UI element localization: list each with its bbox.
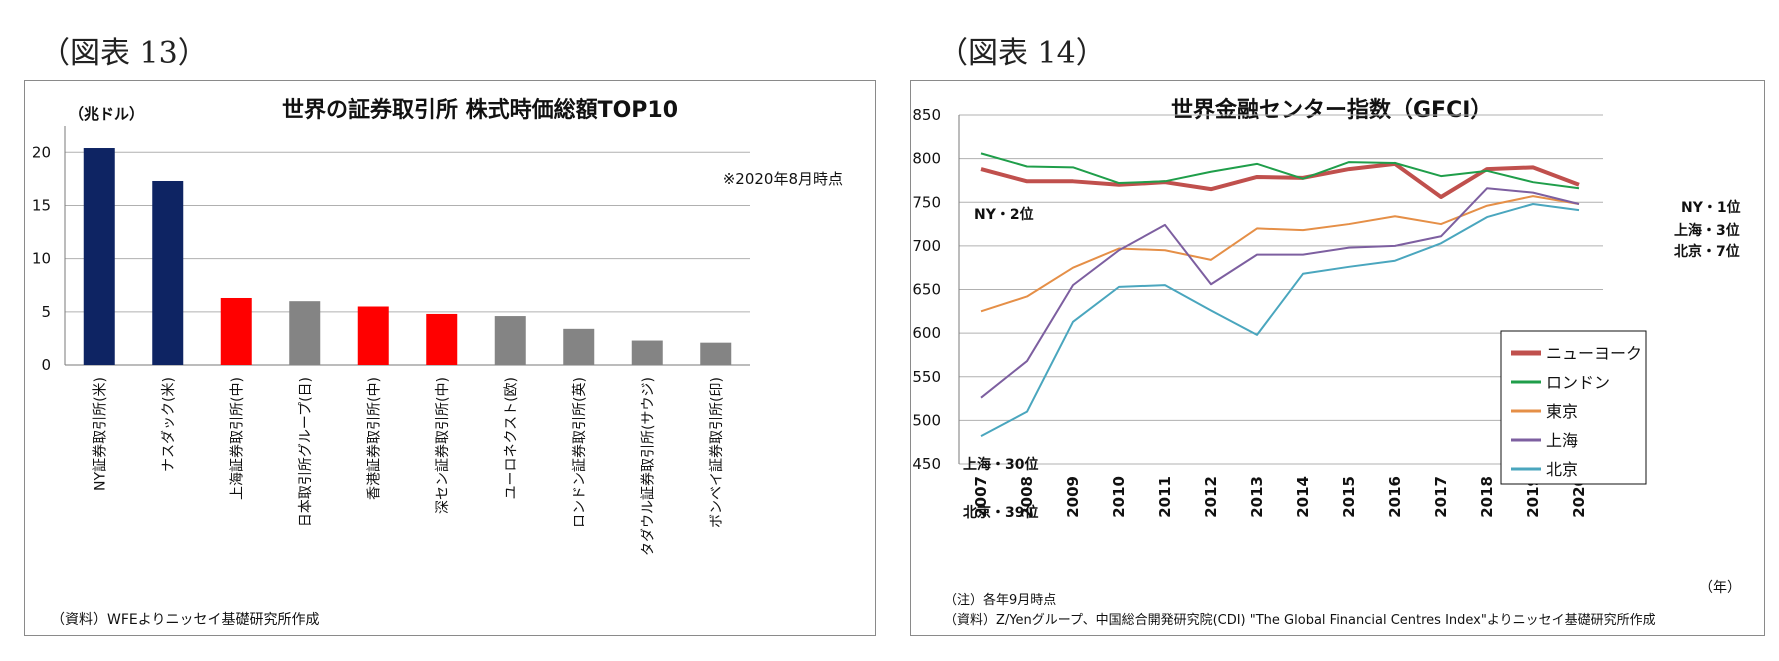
x-tick-label: ボンベイ証券取引所(印)	[709, 377, 725, 528]
x-tick-label: 2008	[1018, 476, 1036, 518]
x-tick-label: 香港証券取引所(中)	[366, 377, 382, 500]
x-tick-label: ロンドン証券取引所(英)	[571, 377, 588, 528]
legend-label: 北京	[1546, 460, 1578, 479]
y-tick-label: 450	[912, 455, 941, 473]
y-tick-label: 5	[41, 303, 51, 321]
x-tick-label: 2009	[1064, 476, 1082, 518]
bar	[700, 342, 732, 365]
y-tick-label: 550	[912, 368, 941, 386]
x-tick-label: 日本取引所グループ(日)	[298, 377, 314, 527]
gfci-x-axis: 2007 2008 2009 2010 2011 2012 2013 2014 2015 2016…	[972, 476, 1588, 518]
series-line	[980, 152, 1580, 190]
bar	[426, 313, 458, 365]
x-tick-label: 2015	[1340, 476, 1358, 518]
bar	[289, 301, 321, 365]
bar	[563, 328, 595, 365]
y-tick-label: 650	[912, 281, 941, 299]
bar	[83, 148, 115, 365]
annotation-shanghai-end: 上海・3位	[1674, 222, 1740, 239]
gfci-legend-box	[1500, 330, 1647, 485]
y-tick-label: 0	[41, 356, 51, 374]
bar	[357, 306, 389, 365]
x-tick-label: 上海証券取引所(中)	[229, 377, 245, 500]
gfci-series-lines	[980, 152, 1580, 437]
bar	[152, 180, 184, 365]
y-tick-label: 850	[912, 106, 941, 124]
gfci-x-unit: （年）	[1699, 580, 1741, 596]
gfci-chart-title: 世界金融センター指数（GFCI）	[1171, 97, 1492, 123]
legend-label: 上海	[1546, 431, 1578, 450]
x-tick-label: 2014	[1294, 476, 1312, 518]
legend-label: ロンドン	[1546, 373, 1610, 392]
x-tick-label: 2007	[972, 476, 990, 518]
x-tick-label: 深セン証券取引所(中)	[435, 377, 451, 514]
y-tick-label: 800	[912, 150, 941, 168]
market-cap-y-axis: 0 5 10 15 20	[32, 126, 66, 374]
annotation-beijing-start: 北京・39位	[963, 504, 1038, 521]
y-tick-label: 700	[912, 237, 941, 255]
x-tick-label: 2017	[1432, 476, 1450, 518]
series-line	[980, 195, 1580, 313]
gfci-y-axis: 450 500 550 600 650 700 750 800 850	[912, 106, 960, 473]
bar	[631, 340, 663, 365]
gfci-source: （資料）Z/Yenグループ、中国総合開発研究院(CDI) "The Global…	[944, 613, 1656, 628]
y-tick-label: 500	[912, 411, 941, 429]
market-cap-x-axis: NY証券取引所(米) ナスダック(米) 上海証券取引所(中) 日本取引所グループ(日)…	[92, 377, 725, 556]
gfci-note: （注）各年9月時点	[944, 592, 1056, 608]
y-tick-label: 10	[32, 250, 51, 268]
x-tick-label: 2016	[1386, 476, 1404, 518]
x-tick-label: 2010	[1110, 476, 1128, 518]
annotation-ny-start: NY・2位	[974, 206, 1034, 223]
gfci-chart: 世界金融センター指数（GFCI） 450 500 550 600 650 700 750 80…	[912, 97, 1741, 628]
gfci-gridlines	[959, 114, 1603, 465]
figure-14-label: （図表 14）	[938, 36, 1106, 71]
x-tick-label: 2020	[1570, 476, 1588, 518]
annotation-shanghai-start: 上海・30位	[963, 456, 1038, 473]
x-tick-label: 2011	[1156, 476, 1174, 518]
market-cap-bars	[83, 148, 732, 365]
market-cap-source: （資料）WFEよりニッセイ基礎研究所作成	[51, 611, 319, 628]
x-tick-label: ユーロネクスト(欧)	[503, 377, 519, 500]
x-tick-label: NY証券取引所(米)	[92, 377, 108, 491]
gfci-chart-panel: 世界金融センター指数（GFCI） 450 500 550 600 650 700 750 80…	[910, 80, 1765, 636]
x-tick-label: 2013	[1248, 476, 1266, 518]
y-tick-label: 600	[912, 324, 941, 342]
figure-13-label: （図表 13）	[40, 36, 208, 71]
legend-label: ニューヨーク	[1546, 344, 1642, 363]
market-cap-chart-title: 世界の証券取引所 株式時価総額TOP10	[282, 97, 678, 123]
series-line	[980, 161, 1580, 200]
x-tick-label: 2012	[1202, 476, 1220, 518]
bar	[220, 297, 252, 365]
annotation-beijing-end: 北京・7位	[1674, 243, 1740, 260]
market-cap-chart: 世界の証券取引所 株式時価総額TOP10 （兆ドル） ※2020年8月時点 0 5…	[32, 97, 843, 628]
market-cap-note: ※2020年8月時点	[723, 170, 843, 188]
x-tick-label: ナスダック(米)	[161, 377, 177, 472]
y-tick-label: 20	[32, 143, 51, 161]
market-cap-y-unit: （兆ドル）	[69, 105, 144, 123]
x-tick-label: タダウル証券取引所(サウジ)	[640, 377, 656, 556]
y-tick-label: 750	[912, 193, 941, 211]
legend-label: 東京	[1546, 402, 1578, 421]
series-line	[980, 187, 1580, 399]
annotation-ny-end: NY・1位	[1681, 199, 1741, 216]
bar	[494, 316, 526, 365]
x-tick-label: 2018	[1478, 476, 1496, 518]
x-tick-label: 2019	[1524, 476, 1542, 518]
market-cap-chart-panel: 世界の証券取引所 株式時価総額TOP10 （兆ドル） ※2020年8月時点 0 5…	[24, 80, 876, 636]
series-line	[980, 202, 1580, 437]
y-tick-label: 15	[32, 196, 51, 214]
